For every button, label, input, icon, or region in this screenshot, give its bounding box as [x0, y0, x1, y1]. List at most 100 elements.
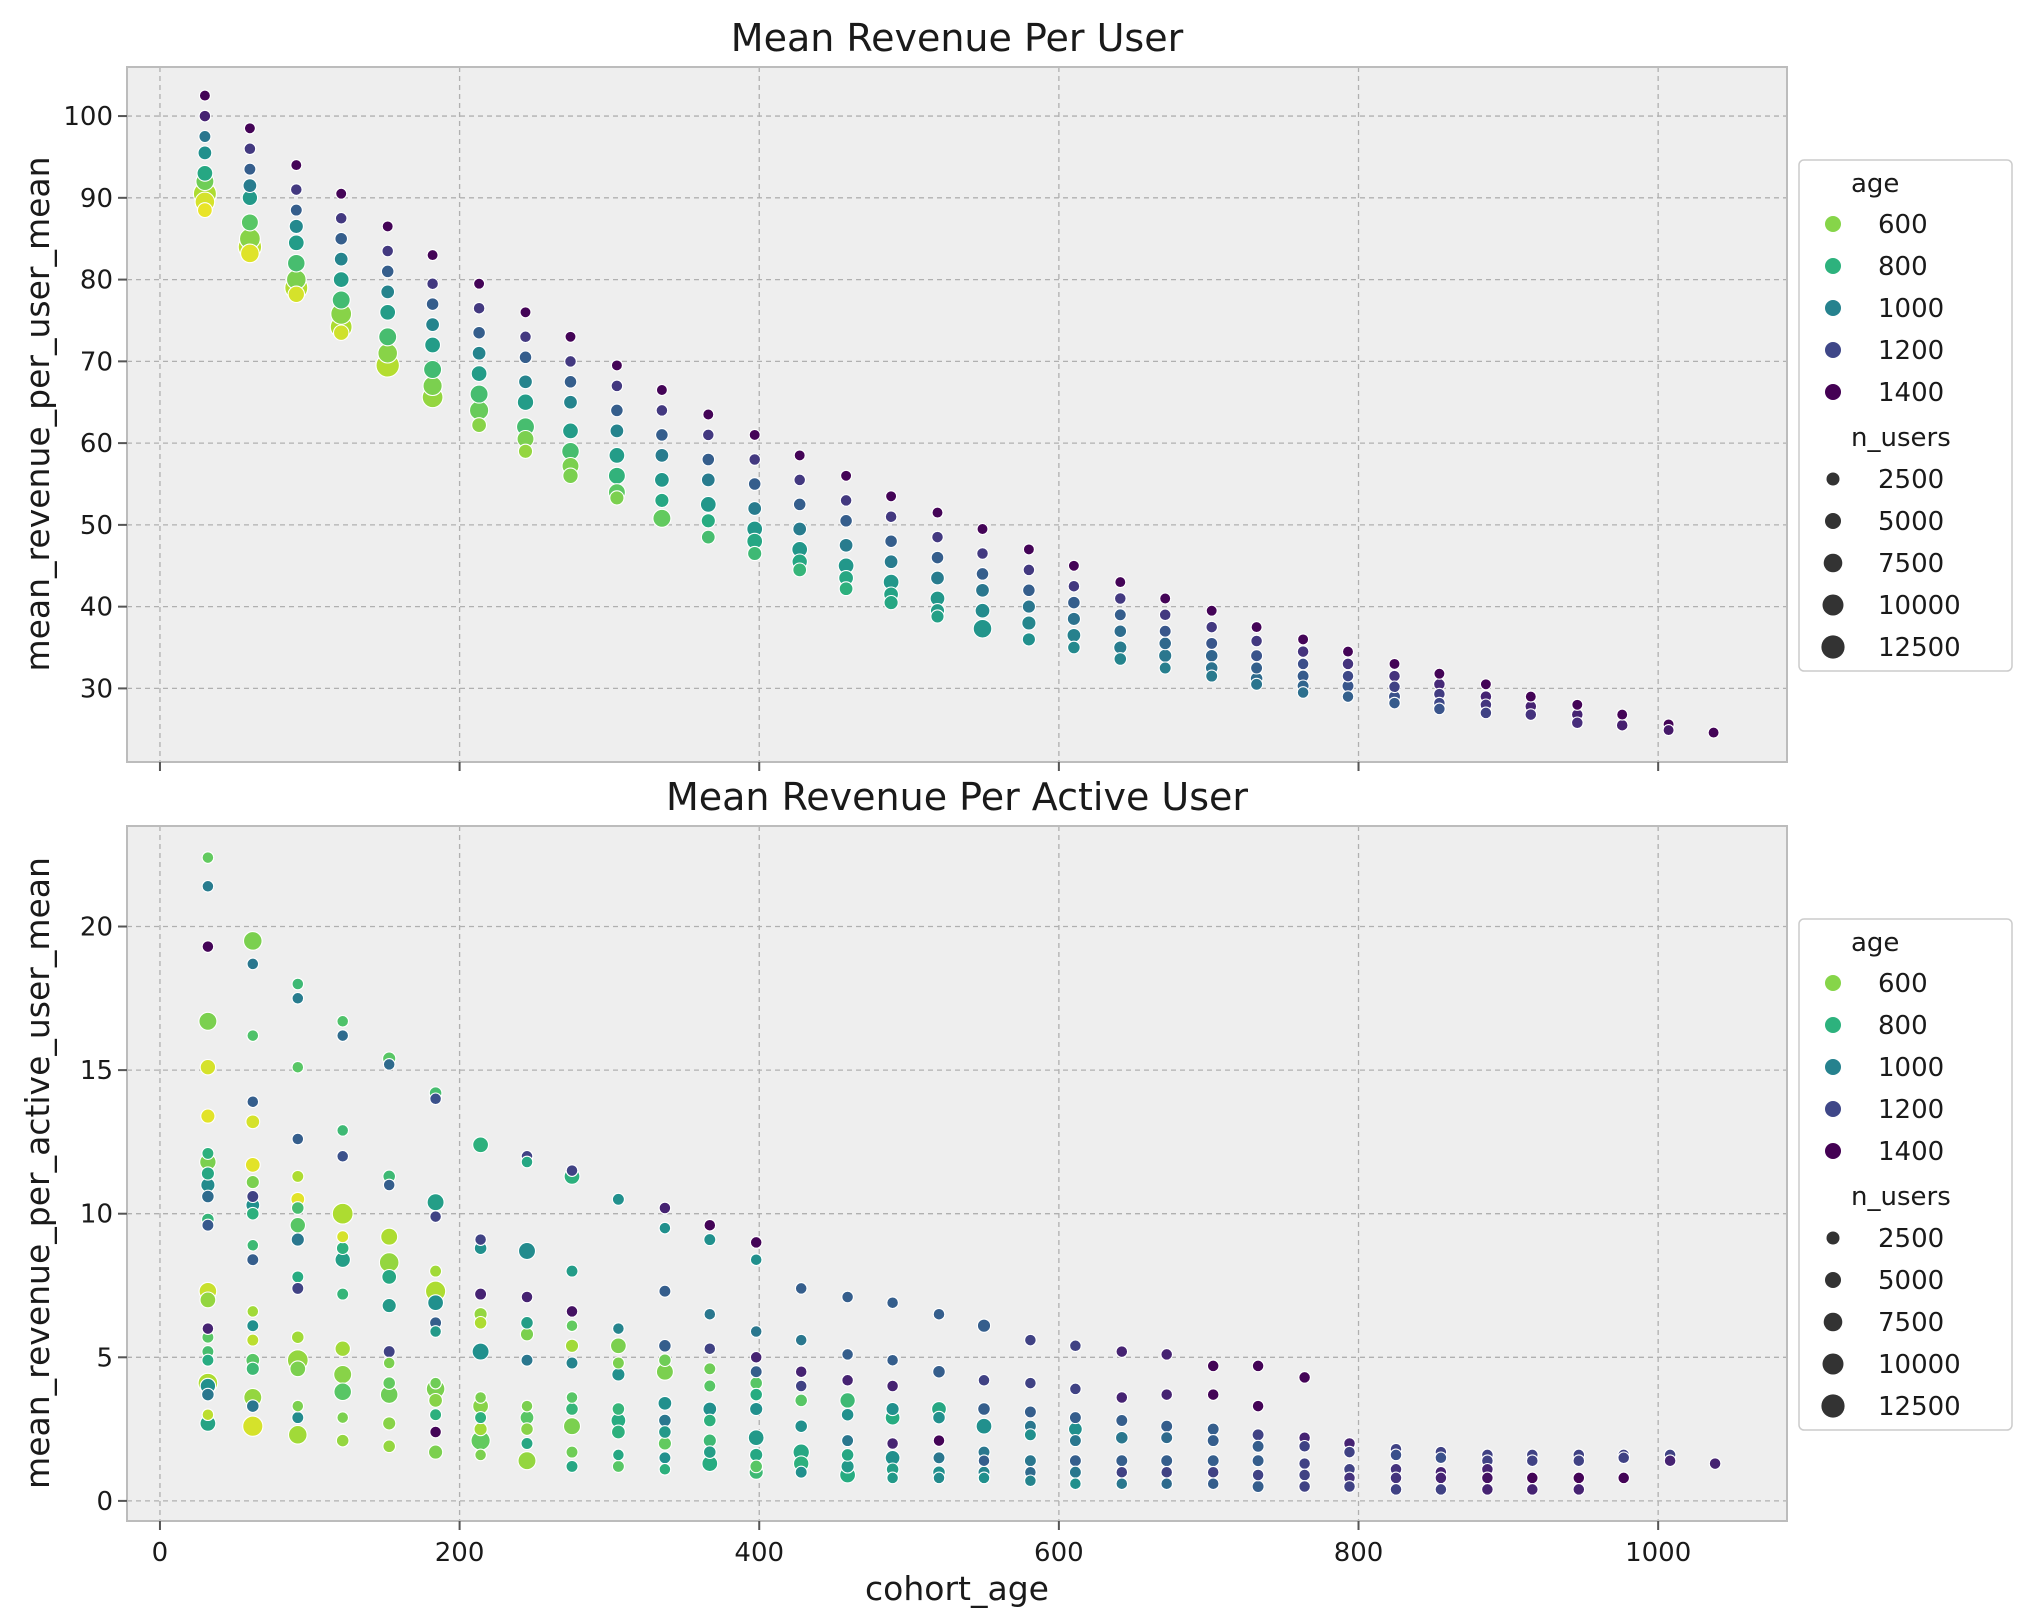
top-data-point	[608, 446, 626, 464]
bottom-data-point	[840, 1407, 855, 1422]
top-data-point	[792, 521, 808, 537]
top-legend-hue-item-1000: 1000	[1825, 294, 1944, 324]
legend-swatch-1400	[1825, 384, 1841, 400]
bottom-data-point	[245, 1399, 260, 1413]
bottom-data-point	[1434, 1471, 1448, 1485]
top-data-point	[1021, 615, 1037, 631]
legend-size-10000	[1822, 1353, 1844, 1375]
bottom-x-tick-label: 400	[734, 1538, 784, 1568]
top-data-point	[1662, 724, 1675, 737]
bottom-data-point	[246, 1253, 260, 1267]
bottom-data-point	[703, 1342, 717, 1356]
bottom-data-point	[1206, 1388, 1220, 1401]
top-data-point	[1022, 543, 1035, 556]
bottom-data-point	[201, 1408, 215, 1422]
bottom-data-point	[977, 1454, 991, 1468]
bottom-data-point	[886, 1296, 899, 1310]
top-data-point	[1158, 661, 1172, 675]
top-data-point	[1524, 708, 1538, 721]
bottom-data-point	[520, 1353, 534, 1367]
bottom-data-point	[1298, 1457, 1311, 1470]
bottom-data-point	[1160, 1388, 1174, 1401]
top-data-point	[974, 602, 991, 619]
top-y-axis-label: mean_revenue_per_user_mean	[18, 156, 57, 671]
top-plot-frame	[126, 66, 1788, 763]
bottom-data-point	[200, 1108, 216, 1124]
top-chart-title: Mean Revenue Per User	[731, 16, 1184, 60]
bottom-legend-size-item-7500: 7500	[1823, 1308, 1944, 1338]
bottom-data-point	[290, 1201, 305, 1215]
bottom-data-point	[201, 940, 215, 953]
top-data-point	[610, 359, 623, 372]
bottom-data-point	[794, 1365, 808, 1379]
top-data-point	[1067, 640, 1081, 655]
bottom-legend-size-title: n_users	[1851, 1182, 1951, 1212]
bottom-legend-hue-item-600: 600	[1825, 969, 1928, 999]
legend-size-label-7500: 7500	[1878, 1308, 1944, 1338]
bottom-data-point	[1068, 1454, 1082, 1468]
top-data-point	[381, 244, 395, 258]
bottom-data-point	[612, 1448, 625, 1462]
legend-size-12500	[1821, 635, 1845, 659]
bottom-data-point	[565, 1459, 579, 1473]
bottom-data-point	[201, 1322, 215, 1335]
bottom-data-point	[977, 1373, 991, 1387]
top-data-point	[655, 428, 669, 442]
bottom-y-axis-label: mean_revenue_per_active_user_mean	[18, 857, 57, 1489]
bottom-data-point	[794, 1465, 808, 1479]
bottom-data-point	[428, 1392, 444, 1408]
bottom-data-point	[1023, 1454, 1037, 1468]
top-data-point	[1388, 680, 1401, 694]
top-data-point	[1250, 649, 1264, 663]
bottom-legend-frame	[1798, 918, 2013, 1431]
bottom-data-point	[245, 1361, 260, 1376]
top-data-point	[331, 290, 351, 310]
top-data-point	[1570, 716, 1584, 730]
bottom-data-point	[1160, 1348, 1174, 1361]
bottom-data-point	[1389, 1483, 1403, 1496]
top-data-point	[519, 330, 532, 344]
legend-size-10000	[1822, 594, 1844, 616]
bottom-data-point	[1298, 1480, 1311, 1493]
bottom-data-point	[381, 1297, 397, 1314]
top-y-tick-label: 90	[80, 184, 113, 214]
top-data-point	[424, 336, 442, 354]
bottom-data-point	[703, 1379, 717, 1393]
legend-size-label-7500: 7500	[1878, 549, 1944, 579]
bottom-data-point	[886, 1471, 899, 1485]
bottom-data-point	[932, 1434, 946, 1447]
bottom-x-axis-label: cohort_age	[865, 1569, 1049, 1608]
bottom-legend-size-item-2500: 2500	[1826, 1224, 1944, 1254]
top-legend-hue-item-1200: 1200	[1825, 336, 1944, 366]
legend-label-600: 600	[1878, 210, 1928, 240]
bottom-data-point	[1069, 1477, 1082, 1491]
bottom-data-point	[474, 1411, 488, 1425]
bottom-data-point	[657, 1436, 673, 1451]
top-data-point	[198, 129, 212, 144]
top-data-point	[332, 324, 350, 341]
bottom-data-point	[658, 1425, 672, 1439]
top-data-point	[1388, 696, 1401, 710]
bottom-data-point	[611, 1402, 626, 1416]
bottom-data-point	[291, 991, 305, 1005]
bottom-data-point	[1160, 1465, 1174, 1479]
bottom-data-point	[932, 1410, 946, 1425]
top-data-point	[1022, 583, 1036, 598]
top-data-point	[701, 452, 716, 467]
top-data-point	[425, 317, 441, 333]
bottom-data-point	[1251, 1359, 1265, 1373]
top-data-point	[473, 277, 486, 290]
top-data-point	[1296, 657, 1310, 671]
top-data-point	[884, 534, 898, 549]
top-data-point	[425, 297, 440, 311]
bottom-data-point	[1024, 1376, 1037, 1390]
bottom-data-point	[201, 851, 215, 864]
bottom-data-point	[658, 1353, 672, 1368]
bottom-data-point	[611, 1356, 625, 1370]
top-data-point	[1341, 669, 1355, 683]
bottom-data-point	[473, 1315, 488, 1330]
top-data-point	[610, 403, 624, 418]
bottom-data-point	[474, 1287, 488, 1301]
bottom-data-point	[429, 1376, 442, 1390]
